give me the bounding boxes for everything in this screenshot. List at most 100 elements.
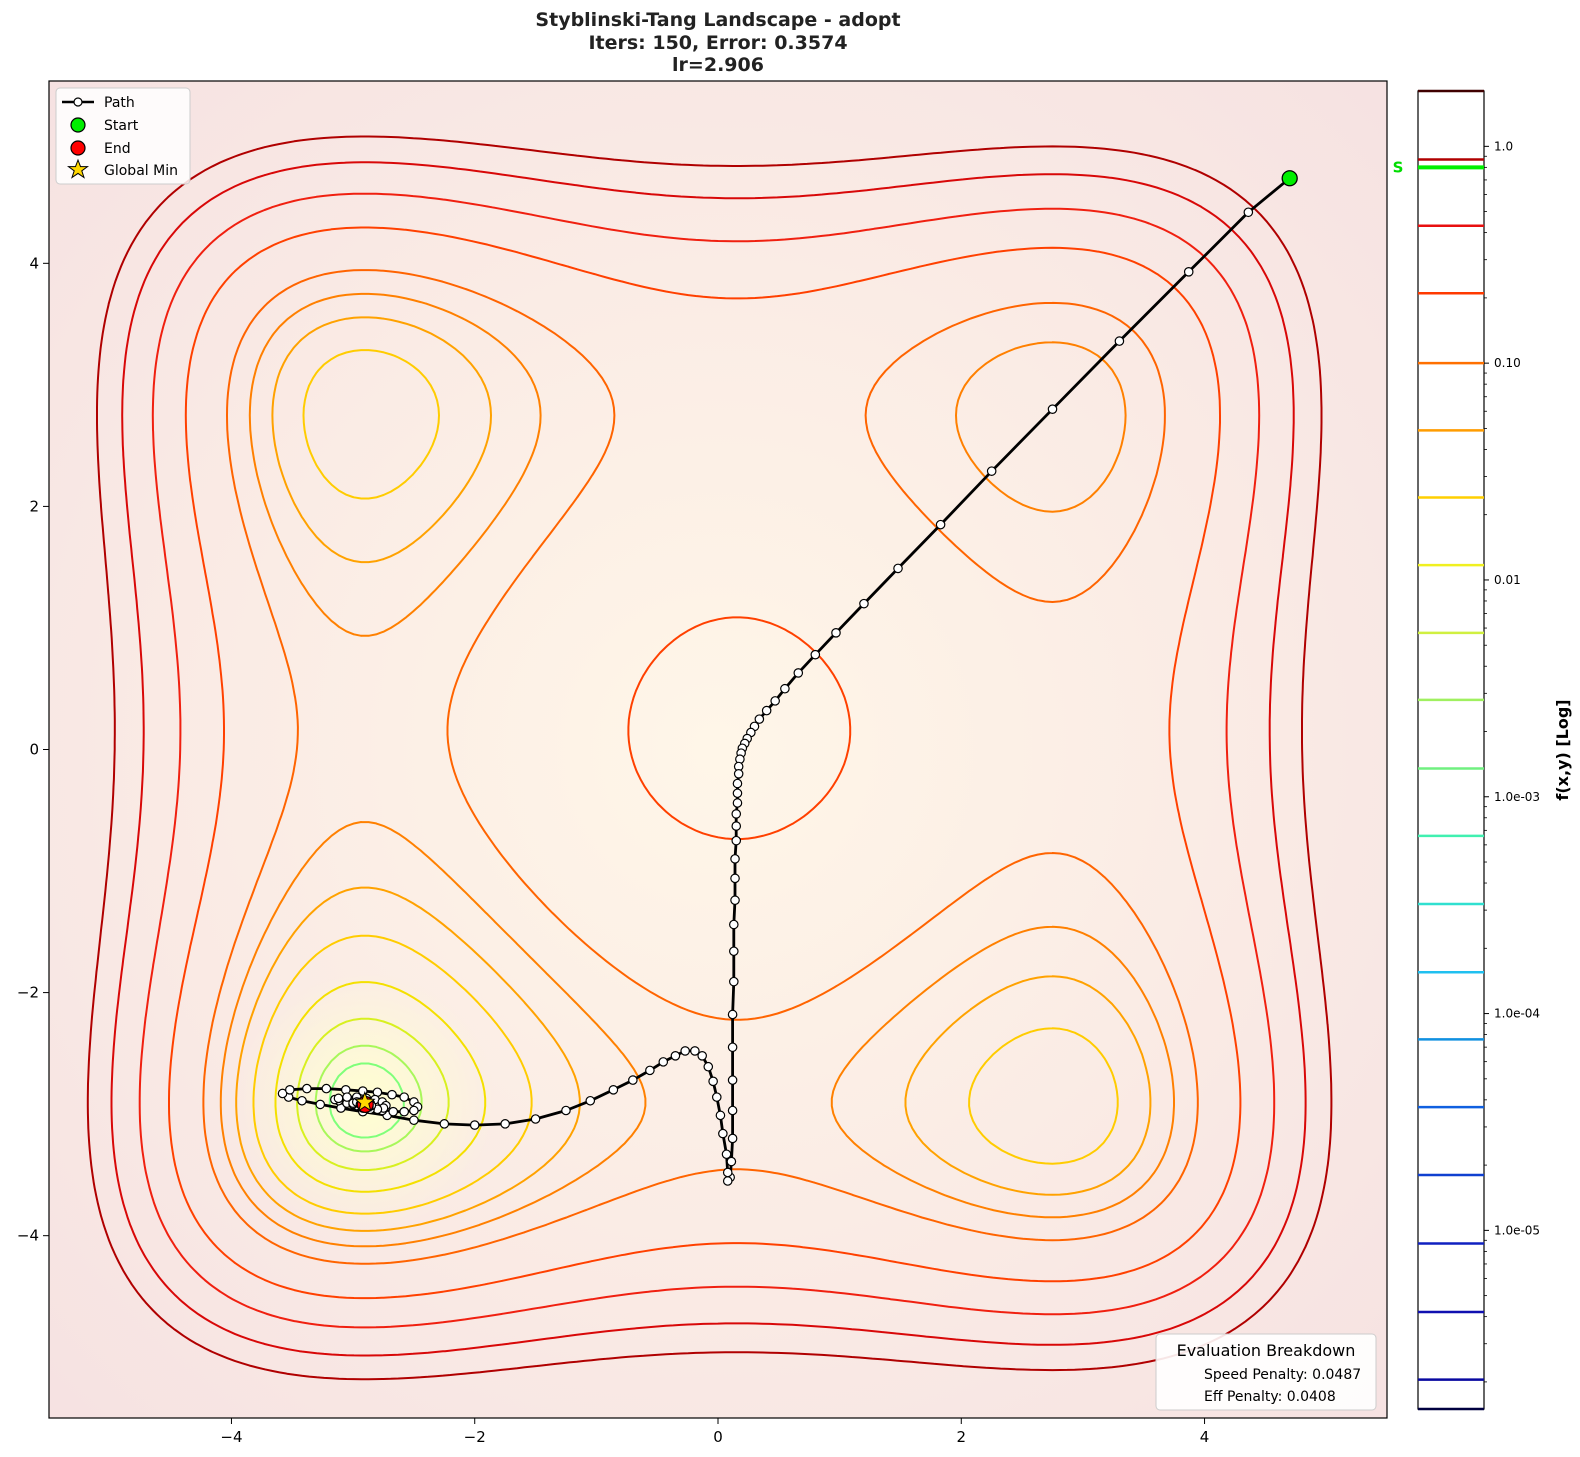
path-point — [711, 1092, 722, 1102]
contour-level-4 — [252, 349, 1119, 1215]
contour-level-9 — [138, 192, 1276, 1329]
path-point — [530, 1114, 541, 1124]
path-point — [730, 854, 740, 864]
path-point — [810, 649, 821, 660]
global-min-marker — [353, 1090, 376, 1112]
colorbar-tick-label: 1.0e-03 — [1494, 790, 1540, 804]
contour-level-7 — [202, 269, 1199, 1265]
contour-level-5 — [235, 316, 1152, 1232]
contour-level-6 — [219, 292, 1175, 1248]
path-point — [670, 1050, 681, 1061]
chart-title-line-1: Styblinski-Tang Landscape - adopt — [535, 9, 900, 31]
path-point — [1183, 267, 1194, 277]
path-point — [722, 1176, 733, 1186]
path-point — [729, 976, 739, 987]
path-point — [439, 1119, 450, 1129]
legend-path-label: Path — [104, 95, 135, 111]
y-tick-label: 4 — [29, 254, 39, 272]
path-point — [730, 895, 740, 906]
contour-level-10 — [110, 161, 1307, 1357]
path-point — [727, 1075, 738, 1085]
path-point — [986, 466, 997, 476]
plot-background — [49, 81, 1387, 1418]
legend-box — [55, 87, 191, 185]
colorbar: 1.0 0.10 0.01 1.0e-03 1.0e-04 1.0e-05 S f(x,y… — [1393, 89, 1572, 1411]
path-point — [727, 1042, 738, 1053]
colorbar-tick-label: 1.0e-05 — [1494, 1223, 1540, 1237]
path-point — [703, 1061, 714, 1072]
path-point — [715, 1110, 726, 1121]
path-point — [333, 1093, 344, 1104]
speed-penalty-text: Speed Penalty: 0.0487 — [1204, 1367, 1361, 1383]
colorbar-label: f(x,y) [Log] — [1553, 699, 1572, 800]
x-axis-ticks: −4 −2 0 2 4 — [220, 1418, 1209, 1446]
legend-end-marker — [70, 140, 86, 156]
path-point — [893, 563, 903, 574]
path-point — [730, 873, 740, 884]
path-point — [387, 1089, 397, 1100]
path-point — [727, 1105, 738, 1116]
contour-level-2 — [296, 1017, 450, 1171]
colorbar-tick-label: 0.10 — [1494, 356, 1521, 370]
path-point — [388, 1106, 399, 1117]
y-tick-label: 0 — [29, 741, 39, 759]
path-point — [628, 1075, 638, 1085]
evaluation-breakdown-box: Evaluation Breakdown Speed Penalty: 0.04… — [1155, 1333, 1377, 1411]
path-point — [469, 1120, 480, 1130]
contour-lines — [86, 135, 1333, 1381]
start-marker — [1281, 170, 1298, 187]
path-point — [729, 919, 739, 930]
path-point — [731, 809, 742, 819]
path-point — [729, 946, 739, 957]
path-point — [697, 1050, 707, 1061]
colorbar-tick-label: 1.0 — [1494, 139, 1513, 153]
colorbar-tick-label: 0.01 — [1494, 573, 1521, 587]
path-point — [680, 1046, 690, 1056]
path-point — [761, 705, 772, 716]
contour-level-1 — [314, 1044, 423, 1153]
path-point — [831, 628, 841, 638]
y-tick-label: −4 — [17, 1227, 39, 1245]
legend-global-min-label: Global Min — [104, 163, 178, 179]
path-point — [1047, 404, 1058, 414]
colorbar-tick-label: 1.0e-04 — [1494, 1007, 1540, 1021]
path-point — [690, 1046, 700, 1056]
path-point — [409, 1115, 419, 1126]
path-point — [718, 1128, 728, 1139]
colorbar-level-lines — [1418, 89, 1484, 1411]
path-point — [342, 1092, 352, 1102]
evaluation-box-title: Evaluation Breakdown — [1177, 1341, 1356, 1360]
legend-start-marker — [70, 117, 86, 133]
path-point — [645, 1065, 655, 1076]
optimization-path — [277, 170, 1298, 1186]
path-point — [727, 1133, 738, 1144]
x-tick-label: −4 — [220, 1428, 242, 1446]
colorbar-start-marker-label: S — [1393, 158, 1404, 176]
path-point — [722, 1167, 733, 1178]
chart-title-line-3: lr=2.906 — [672, 54, 764, 76]
path-point — [780, 683, 790, 694]
eff-penalty-text: Eff Penalty: 0.0408 — [1204, 1389, 1336, 1405]
path-point — [399, 1106, 409, 1117]
legend: Path Start End Global Min — [55, 87, 191, 185]
legend-start-label: Start — [104, 118, 139, 134]
path-point — [585, 1095, 596, 1106]
path-point — [732, 788, 743, 799]
colorbar-frame — [1417, 90, 1485, 1410]
contour-level-3 — [274, 981, 487, 1193]
path-point — [315, 1099, 326, 1110]
path-point — [1114, 336, 1125, 346]
x-tick-label: 0 — [713, 1428, 723, 1446]
colorbar-ticks: 1.0 0.10 0.01 1.0e-03 1.0e-04 1.0e-05 — [1484, 139, 1540, 1383]
path-point — [321, 1083, 332, 1094]
contour-level-8 — [168, 226, 1242, 1300]
x-tick-label: −2 — [464, 1428, 486, 1446]
path-point — [658, 1057, 669, 1067]
path-point — [302, 1083, 312, 1094]
chart-title-line-2: Iters: 150, Error: 0.3574 — [588, 32, 847, 54]
path-point — [1243, 207, 1254, 218]
path-point — [731, 835, 742, 846]
path-point — [608, 1085, 619, 1095]
path-point — [935, 519, 946, 530]
path-point — [732, 778, 743, 789]
